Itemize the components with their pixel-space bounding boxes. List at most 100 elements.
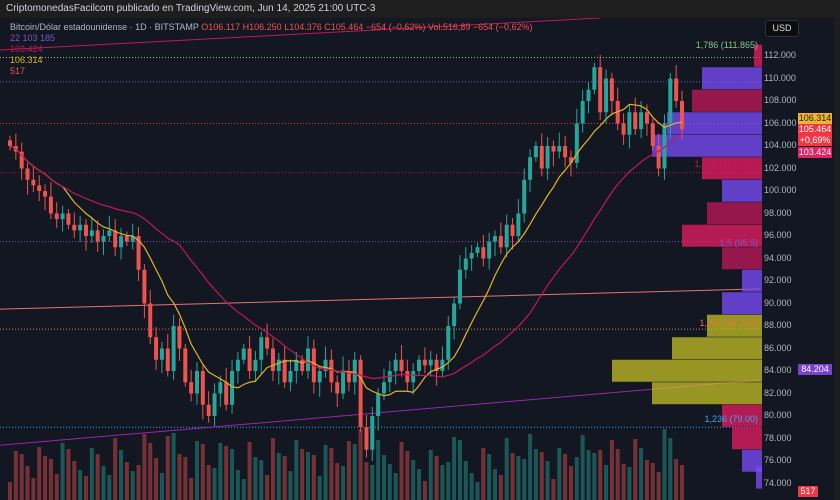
change-tag: +0,69% bbox=[798, 135, 832, 146]
candle-body bbox=[218, 382, 223, 394]
volume-bar bbox=[66, 449, 71, 500]
volume-bar bbox=[119, 450, 124, 500]
volume-bar bbox=[230, 449, 235, 500]
volume-bar bbox=[8, 482, 12, 500]
candle-body bbox=[48, 196, 53, 214]
volume-bar bbox=[644, 460, 649, 500]
candle-body bbox=[37, 185, 42, 191]
candle-body bbox=[54, 213, 59, 220]
volume-bar bbox=[639, 448, 644, 500]
volume-bar bbox=[235, 470, 240, 500]
volume-bar bbox=[352, 444, 357, 500]
volume-bar bbox=[551, 479, 556, 500]
volume-bar bbox=[247, 442, 252, 500]
volume-bar bbox=[101, 466, 106, 500]
volume-bar bbox=[586, 450, 591, 500]
candle-body bbox=[25, 168, 30, 180]
volume-bar bbox=[452, 437, 457, 500]
volume-bar bbox=[136, 465, 141, 500]
y-tick-label: 108.000 bbox=[764, 95, 797, 105]
y-tick-label: 110.000 bbox=[764, 72, 796, 83]
y-tick-label: 100.000 bbox=[764, 185, 797, 195]
candle-body bbox=[142, 269, 147, 304]
candle-body bbox=[194, 371, 199, 394]
price-chart[interactable] bbox=[0, 18, 840, 500]
candle-body bbox=[352, 359, 357, 383]
candle-body bbox=[212, 393, 217, 416]
candle-body bbox=[323, 359, 328, 371]
symbol-title[interactable]: Bitcoin/Dólar estadounidense · 1D · BITS… bbox=[10, 22, 199, 32]
candle-body bbox=[259, 337, 264, 360]
candle-body bbox=[148, 303, 153, 338]
candle-body bbox=[381, 382, 386, 394]
candle-body bbox=[650, 123, 655, 146]
volume-bar bbox=[194, 441, 199, 500]
candle-body bbox=[154, 337, 159, 360]
volume-bar bbox=[19, 454, 24, 500]
candle-body bbox=[516, 213, 521, 236]
indicator-fast-ma: 106.314 bbox=[10, 55, 43, 65]
volume-profile-bar bbox=[682, 224, 762, 247]
volume-profile-bar bbox=[742, 449, 762, 472]
candle-body bbox=[557, 146, 562, 152]
candle-body bbox=[171, 326, 176, 371]
candle-body bbox=[393, 359, 398, 371]
volume-bar bbox=[259, 460, 264, 500]
volume-bar bbox=[604, 465, 609, 500]
indicator-volume: 517 bbox=[10, 66, 26, 76]
volume-bar bbox=[481, 448, 486, 500]
candle-body bbox=[487, 241, 492, 259]
volume-bar bbox=[668, 438, 673, 500]
fib-label: 1,5 (95.5) bbox=[719, 238, 758, 248]
y-tick-label: 94.000 bbox=[764, 252, 792, 263]
volume-bar bbox=[662, 429, 667, 500]
volume-bar bbox=[72, 461, 77, 500]
y-tick-label: 102.000 bbox=[764, 162, 797, 173]
y-tick-label: 76.000 bbox=[764, 455, 792, 465]
high-value: H106.250 bbox=[242, 22, 282, 32]
candle-body bbox=[463, 258, 468, 270]
volume-bar bbox=[592, 453, 597, 500]
volume-bar bbox=[504, 438, 509, 500]
volume-bar bbox=[446, 462, 451, 500]
candle-body bbox=[417, 359, 422, 371]
volume-bar bbox=[165, 436, 170, 500]
volume-bar bbox=[598, 450, 603, 500]
volume-profile-bar bbox=[667, 112, 762, 135]
candle-body bbox=[668, 78, 673, 124]
candle-body bbox=[95, 230, 100, 242]
candle-body bbox=[89, 230, 94, 236]
candle-body bbox=[370, 416, 375, 450]
candle-body bbox=[674, 78, 679, 101]
candle-body bbox=[621, 123, 626, 135]
volume-bar bbox=[411, 460, 416, 500]
volume-bar bbox=[107, 475, 112, 500]
candle-body bbox=[422, 359, 427, 366]
volume-bar bbox=[83, 476, 88, 500]
volume-bar bbox=[650, 463, 655, 500]
candle-body bbox=[376, 393, 381, 416]
y-tick-label: 92.000 bbox=[764, 275, 792, 285]
volume-bar bbox=[457, 440, 462, 500]
volume-bar bbox=[493, 469, 498, 500]
candle-body bbox=[457, 269, 462, 304]
trend-line bbox=[0, 288, 761, 310]
candle-body bbox=[493, 236, 498, 242]
currency-button[interactable]: USD bbox=[765, 20, 799, 37]
volume-bar bbox=[37, 447, 42, 500]
volume-profile-bar bbox=[742, 269, 762, 292]
volume-profile-bar bbox=[732, 427, 762, 450]
fib-label: 1,382 (87.724) bbox=[699, 318, 758, 328]
candle-body bbox=[8, 140, 12, 146]
open-value: O106.117 bbox=[201, 22, 241, 32]
candle-body bbox=[78, 224, 83, 231]
volume-bar bbox=[43, 456, 48, 500]
volume-bar bbox=[533, 449, 538, 500]
low-value: L104.376 bbox=[284, 22, 322, 32]
candle-body bbox=[113, 230, 118, 248]
volume-bar bbox=[25, 466, 30, 500]
candle-body bbox=[522, 179, 527, 214]
volume-bar bbox=[148, 443, 153, 500]
volume-bar bbox=[282, 456, 287, 500]
volume-profile-bar bbox=[707, 202, 762, 225]
